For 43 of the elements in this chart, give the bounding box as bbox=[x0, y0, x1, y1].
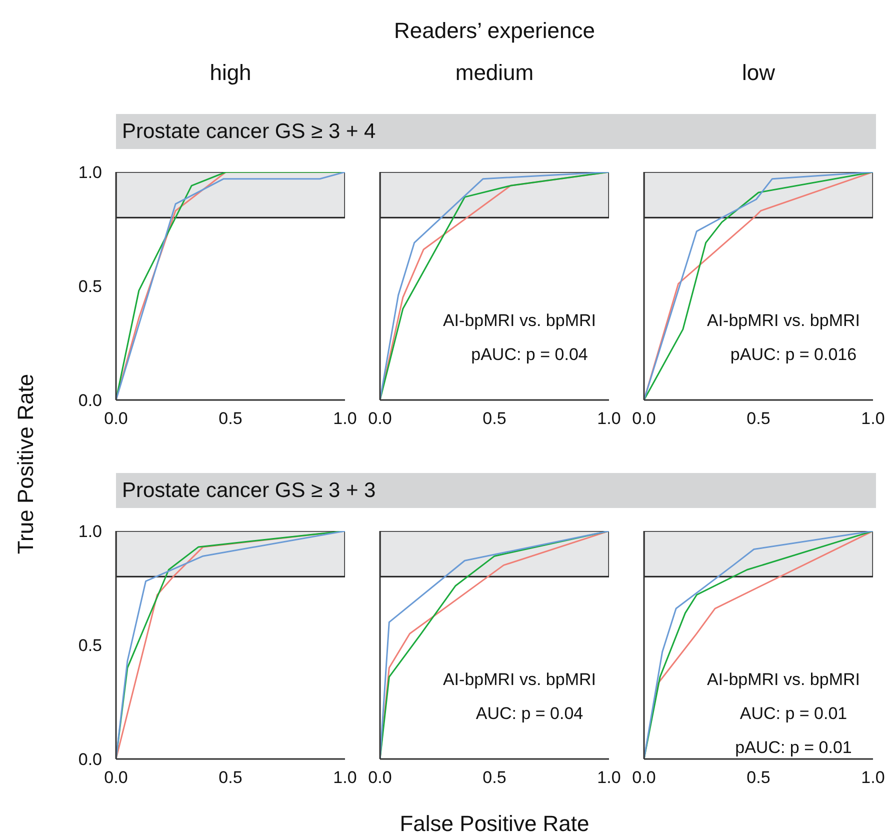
x-tick-label: 0.0 bbox=[368, 768, 392, 788]
y-tick-label: 1.0 bbox=[78, 522, 102, 542]
y-tick-label: 0.0 bbox=[78, 750, 102, 770]
annotation: pAUC: p = 0.016 bbox=[729, 344, 858, 366]
chart-subtitle: high bbox=[208, 60, 252, 86]
x-tick-label: 1.0 bbox=[597, 409, 621, 428]
annotation: AUC: p = 0.04 bbox=[474, 703, 584, 726]
x-tick-label: 0.5 bbox=[746, 768, 770, 788]
x-tick-label: 0.5 bbox=[218, 768, 242, 788]
y-tick-label: 1.0 bbox=[78, 163, 102, 182]
text: Prostate cancer GS ≥ 3 + 4 bbox=[116, 114, 876, 149]
x-tick-label: 1.0 bbox=[333, 768, 357, 788]
annotation: AI-bpMRI vs. bpMRI bbox=[442, 669, 598, 692]
chart-title: Readers’ experience bbox=[393, 18, 596, 44]
annotation: AI-bpMRI vs. bpMRI bbox=[442, 310, 598, 332]
x-tick-label: 0.0 bbox=[368, 409, 392, 428]
y-tick-label: 0.5 bbox=[78, 636, 102, 656]
x-tick-label: 0.0 bbox=[104, 409, 128, 428]
annotation: AI-bpMRI vs. bpMRI bbox=[706, 310, 862, 332]
chart-subtitle: low bbox=[740, 60, 776, 86]
annotation: pAUC: p = 0.01 bbox=[734, 737, 853, 760]
annotation: pAUC: p = 0.04 bbox=[470, 344, 589, 366]
x-tick-label: 1.0 bbox=[333, 409, 357, 428]
x-axis-title: False Positive Rate bbox=[398, 811, 590, 837]
y-tick-label: 0.5 bbox=[78, 277, 102, 296]
line-series bbox=[116, 531, 345, 759]
x-tick-label: 1.0 bbox=[597, 768, 621, 788]
x-tick-label: 1.0 bbox=[861, 768, 885, 788]
chart-subtitle: medium bbox=[454, 60, 535, 86]
x-tick-label: 0.5 bbox=[482, 409, 506, 428]
text: Prostate cancer GS ≥ 3 + 3 bbox=[116, 473, 876, 508]
line-series bbox=[116, 172, 345, 400]
annotation: AUC: p = 0.01 bbox=[738, 703, 848, 726]
x-tick-label: 0.5 bbox=[746, 409, 770, 428]
x-tick-label: 0.5 bbox=[218, 409, 242, 428]
y-tick-label: 0.0 bbox=[78, 391, 102, 410]
annotation: AI-bpMRI vs. bpMRI bbox=[706, 669, 862, 692]
y-axis-title: True Positive Rate bbox=[13, 372, 39, 556]
x-tick-label: 0.0 bbox=[632, 409, 656, 428]
x-tick-label: 1.0 bbox=[861, 409, 885, 428]
x-tick-label: 0.5 bbox=[482, 768, 506, 788]
x-tick-label: 0.0 bbox=[104, 768, 128, 788]
x-tick-label: 0.0 bbox=[632, 768, 656, 788]
